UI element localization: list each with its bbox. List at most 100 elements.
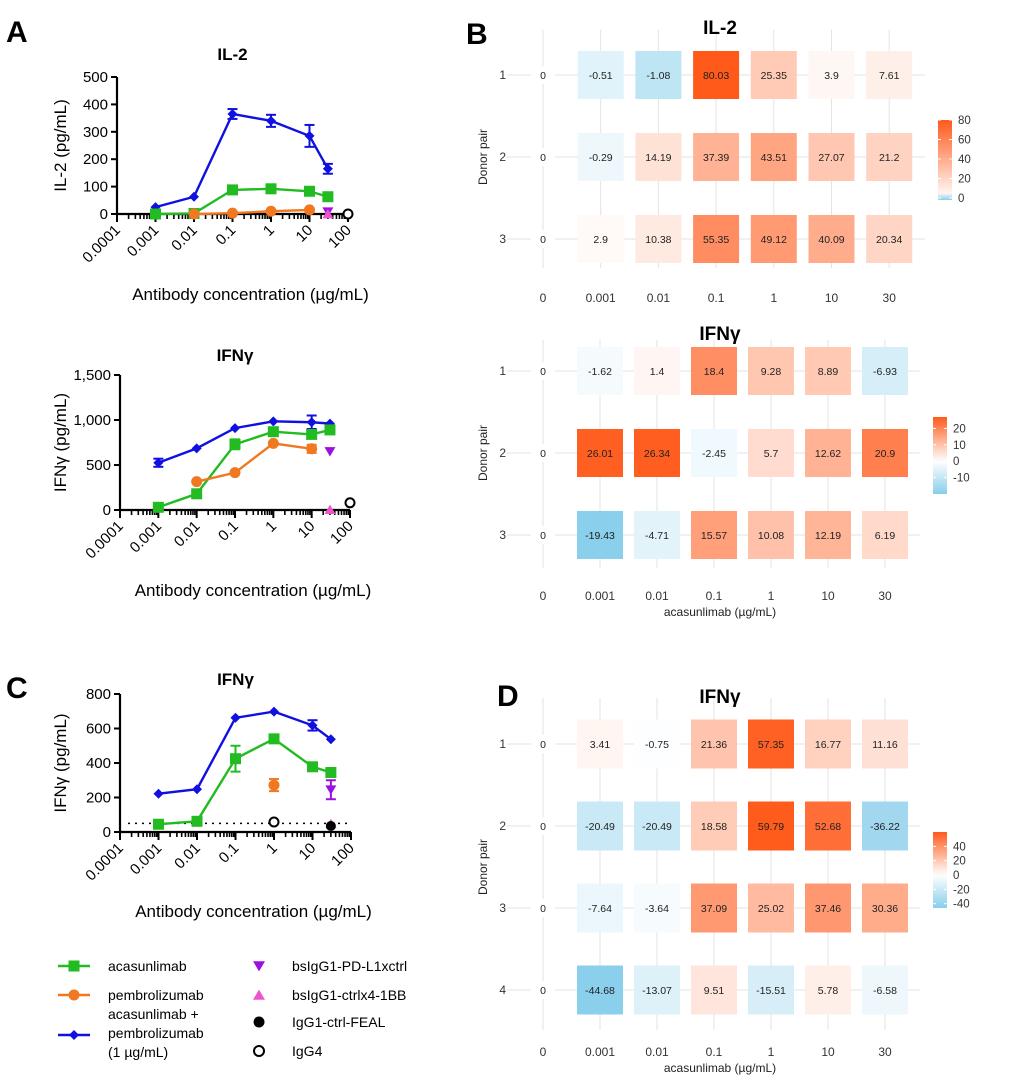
data-point — [266, 115, 276, 126]
legend-label: acasunlimab — [108, 958, 187, 974]
legend-marker-circle — [68, 989, 80, 1001]
data-point — [230, 753, 241, 765]
heatmap-cell-value: 20.34 — [876, 234, 902, 246]
row-label: 1 — [499, 68, 506, 82]
data-point — [267, 437, 279, 449]
heatmap-cell — [634, 511, 680, 559]
y-axis-label: Donor pair — [476, 839, 490, 895]
data-point — [150, 208, 161, 220]
x-tick-label: 10 — [295, 518, 319, 542]
column-label: 30 — [878, 589, 892, 603]
heatmap-cell-value: 0 — [540, 530, 546, 542]
data-point — [191, 488, 203, 500]
y-axis-label: Donor pair — [476, 129, 490, 185]
x-tick-label: 100 — [328, 840, 358, 870]
colorbar-tick-label: 0 — [958, 193, 964, 205]
heatmap-cell — [862, 511, 908, 559]
series-line — [193, 208, 310, 216]
data-point — [325, 820, 336, 831]
heatmap-cell-value: 9.28 — [761, 366, 782, 378]
heatmap-cell-value: 1.4 — [650, 366, 665, 378]
x-tick-label: 0.001 — [127, 518, 166, 557]
colorbar-tick-label: 0 — [953, 870, 959, 882]
data-point — [152, 501, 164, 513]
y-tick-label: 400 — [86, 755, 111, 772]
column-label: 10 — [821, 1045, 835, 1059]
heatmap-cell-value: 37.09 — [701, 903, 727, 915]
legend-marker-circle-filled — [253, 1016, 265, 1028]
data-point — [229, 467, 241, 479]
series-diamond — [153, 414, 335, 468]
heatmap-cell-value: 0 — [540, 234, 546, 246]
column-label: 1 — [768, 589, 775, 603]
heatmap-cell — [748, 347, 794, 395]
column-label: 0.01 — [645, 589, 669, 603]
y-tick-label: 0 — [103, 502, 111, 519]
x-tick-label: 1 — [260, 222, 278, 240]
x-tick-label: 0.01 — [171, 518, 204, 551]
heatmap-cell-zero-bg — [531, 817, 555, 835]
series-line — [158, 710, 332, 795]
heatmap-cell — [693, 133, 740, 181]
heatmap-cell-value: -19.43 — [585, 530, 615, 542]
heatmap-cell-value: 0 — [540, 152, 546, 164]
data-point — [268, 733, 280, 745]
series-circle-filled — [325, 820, 336, 831]
heatmap-cell — [862, 801, 908, 851]
heatmap-cell — [577, 347, 623, 395]
data-point — [191, 815, 203, 827]
series-triangle-down — [325, 779, 337, 801]
x-axis-label: acasunlimab (µg/mL) — [664, 1061, 776, 1075]
data-point — [325, 766, 337, 778]
data-point — [306, 428, 318, 440]
heatmap-cell-value: 0 — [540, 821, 546, 833]
panel-label-b: B — [466, 18, 488, 51]
x-axis-label: acasunlimab (µg/mL) — [664, 605, 776, 619]
series-circle — [191, 437, 318, 488]
heatmap-title: IL-2 — [703, 18, 737, 39]
column-label: 0.01 — [647, 291, 671, 305]
colorbar-tick-label: 40 — [953, 841, 966, 853]
heatmap-cell-value: 11.16 — [872, 739, 898, 751]
y-tick-label: 300 — [83, 124, 108, 141]
heatmap-cell-value: 26.01 — [587, 448, 613, 460]
heatmap-cell — [748, 511, 794, 559]
x-axis-label: Antibody concentration (µg/mL) — [135, 902, 372, 921]
heatmap-cell-zero-bg — [531, 362, 555, 380]
x-tick-label: 100 — [327, 518, 357, 548]
colorbar-tick-label: 40 — [958, 154, 971, 166]
heatmap-cell-value: -1.62 — [588, 366, 612, 378]
heatmap-cell — [577, 133, 624, 181]
row-label: 1 — [499, 737, 506, 751]
colorbar-tick-label: 80 — [958, 115, 971, 127]
data-point — [227, 207, 238, 219]
legend-marker-triangle-down — [253, 961, 265, 972]
data-point — [324, 447, 336, 457]
heatmap-cell — [634, 429, 680, 477]
colorbar-tick-label: -40 — [953, 899, 970, 911]
column-label: 0.001 — [585, 1045, 615, 1059]
heatmap-cell-value: 8.89 — [818, 366, 839, 378]
heatmap-cell — [808, 51, 855, 99]
heatmap-cell-value: 59.79 — [758, 821, 784, 833]
series-square — [153, 733, 337, 830]
heatmap-cell — [862, 347, 908, 395]
colorbar — [933, 417, 947, 494]
data-point — [344, 497, 356, 509]
legend-label: IgG1-ctrl-FEAL — [292, 1014, 386, 1030]
heatmap-cell-value: -0.75 — [645, 739, 669, 751]
heatmap-cell — [691, 511, 737, 559]
heatmap-cell-value: 21.2 — [879, 152, 900, 164]
series-line — [157, 428, 331, 509]
data-point — [304, 185, 315, 197]
heatmap-cell-value: -0.29 — [589, 152, 613, 164]
heatmap-cell — [862, 429, 908, 477]
series-circle — [268, 778, 280, 793]
series-diamond — [150, 108, 333, 213]
colorbar-tick-label: 0 — [953, 456, 959, 468]
y-tick-label: 800 — [86, 686, 111, 703]
legend: acasunlimab pembrolizumab acasunlimab + pem… — [58, 958, 407, 1060]
heatmap-cell-value: 40.09 — [818, 234, 844, 246]
heatmap-cell-value: 10.08 — [758, 530, 784, 542]
